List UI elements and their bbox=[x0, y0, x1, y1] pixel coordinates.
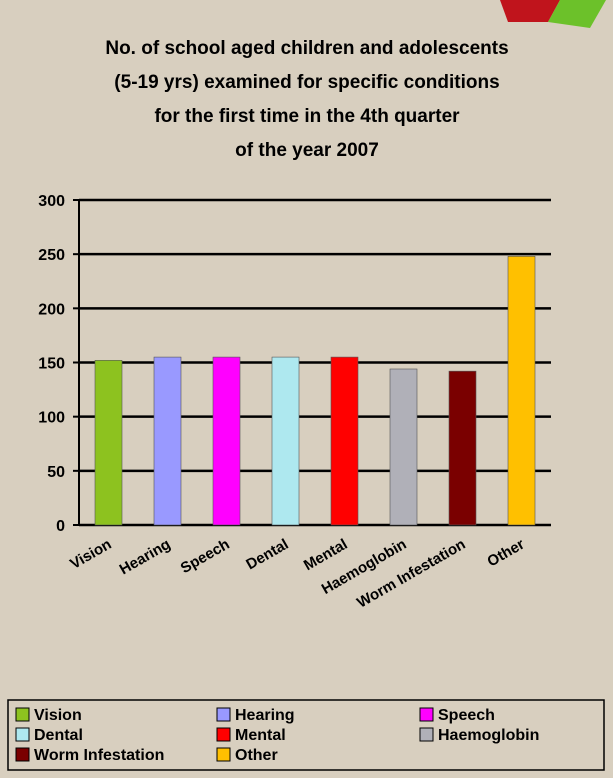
legend-box bbox=[7, 699, 605, 771]
legend-label: Vision bbox=[34, 707, 82, 724]
bar bbox=[153, 356, 182, 526]
legend-label: Worm Infestation bbox=[34, 747, 164, 764]
chart-title: of the year 2007 bbox=[235, 140, 379, 161]
corner-icon bbox=[500, 0, 606, 28]
y-tick-label: 300 bbox=[38, 193, 65, 210]
bar bbox=[330, 356, 359, 526]
legend-label: Dental bbox=[34, 727, 83, 744]
chart-title: (5-19 yrs) examined for specific conditi… bbox=[114, 72, 499, 93]
legend-swatch bbox=[216, 707, 231, 722]
y-tick-label: 0 bbox=[56, 518, 65, 535]
legend-label: Mental bbox=[235, 727, 286, 744]
y-tick-label: 50 bbox=[47, 464, 65, 481]
legend-swatch bbox=[216, 727, 231, 742]
legend-swatch bbox=[419, 707, 434, 722]
bar bbox=[507, 256, 536, 526]
bar bbox=[389, 368, 418, 526]
legend-label: Haemoglobin bbox=[438, 727, 539, 744]
legend-label: Other bbox=[235, 747, 278, 764]
legend-swatch bbox=[419, 727, 434, 742]
y-tick-label: 200 bbox=[38, 301, 65, 318]
bar bbox=[212, 356, 241, 526]
chart-title: No. of school aged children and adolesce… bbox=[105, 38, 508, 59]
legend-swatch bbox=[15, 707, 30, 722]
legend-label: Hearing bbox=[235, 707, 295, 724]
bar bbox=[271, 356, 300, 526]
legend-swatch bbox=[15, 727, 30, 742]
bar bbox=[94, 360, 123, 526]
y-tick-label: 150 bbox=[38, 356, 65, 373]
bar bbox=[448, 370, 477, 526]
legend-swatch bbox=[216, 747, 231, 762]
legend-swatch bbox=[15, 747, 30, 762]
chart-title: for the first time in the 4th quarter bbox=[154, 106, 460, 127]
y-tick-label: 100 bbox=[38, 410, 65, 427]
y-tick-label: 250 bbox=[38, 247, 65, 264]
legend-label: Speech bbox=[438, 707, 495, 724]
